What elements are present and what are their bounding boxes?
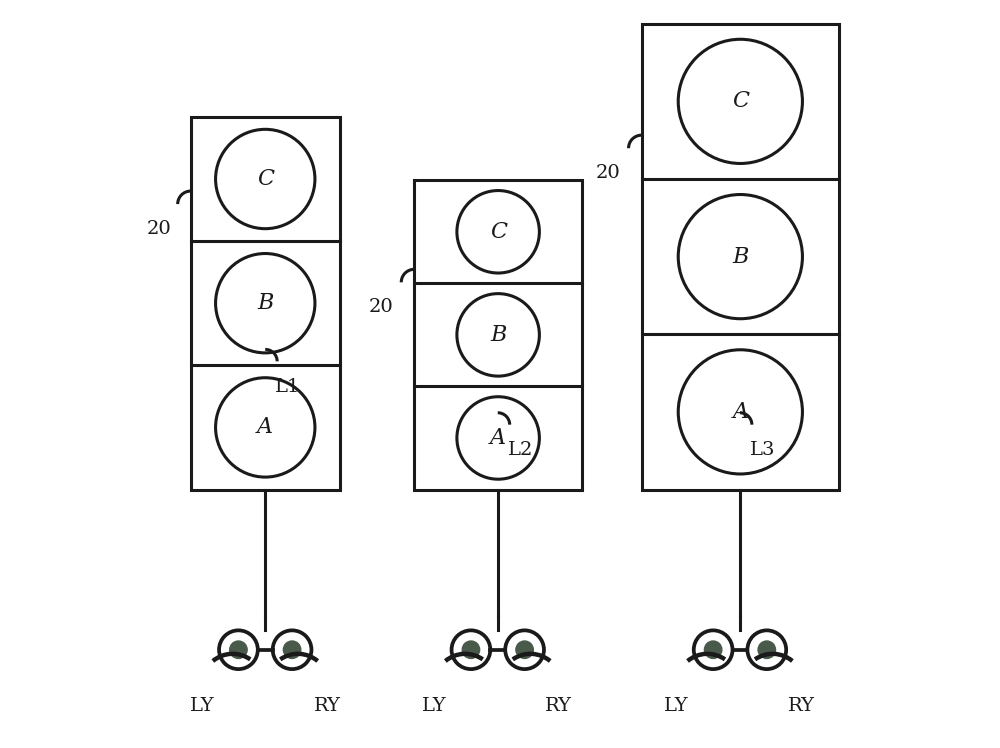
Text: C: C xyxy=(257,168,274,190)
Circle shape xyxy=(516,641,533,658)
Circle shape xyxy=(230,641,247,658)
Text: L3: L3 xyxy=(750,441,775,459)
Text: B: B xyxy=(732,245,749,268)
Text: A: A xyxy=(490,427,506,449)
Text: RY: RY xyxy=(314,696,341,714)
Circle shape xyxy=(704,641,722,658)
Text: C: C xyxy=(732,91,749,112)
Text: C: C xyxy=(490,221,507,243)
Text: A: A xyxy=(732,401,748,423)
Text: 20: 20 xyxy=(596,164,620,182)
Text: LY: LY xyxy=(190,696,214,714)
Circle shape xyxy=(462,641,480,658)
Bar xyxy=(414,180,582,489)
Text: 20: 20 xyxy=(368,298,393,316)
Text: B: B xyxy=(257,292,273,314)
Text: L1: L1 xyxy=(275,378,300,396)
Text: RY: RY xyxy=(788,696,815,714)
Text: 20: 20 xyxy=(146,220,171,238)
Bar xyxy=(642,24,839,489)
Circle shape xyxy=(758,641,776,658)
Text: A: A xyxy=(257,417,273,438)
Bar xyxy=(191,117,340,489)
Text: B: B xyxy=(490,324,506,346)
Circle shape xyxy=(283,641,301,658)
Text: LY: LY xyxy=(422,696,447,714)
Text: LY: LY xyxy=(664,696,689,714)
Text: RY: RY xyxy=(545,696,572,714)
Text: L2: L2 xyxy=(507,441,533,459)
